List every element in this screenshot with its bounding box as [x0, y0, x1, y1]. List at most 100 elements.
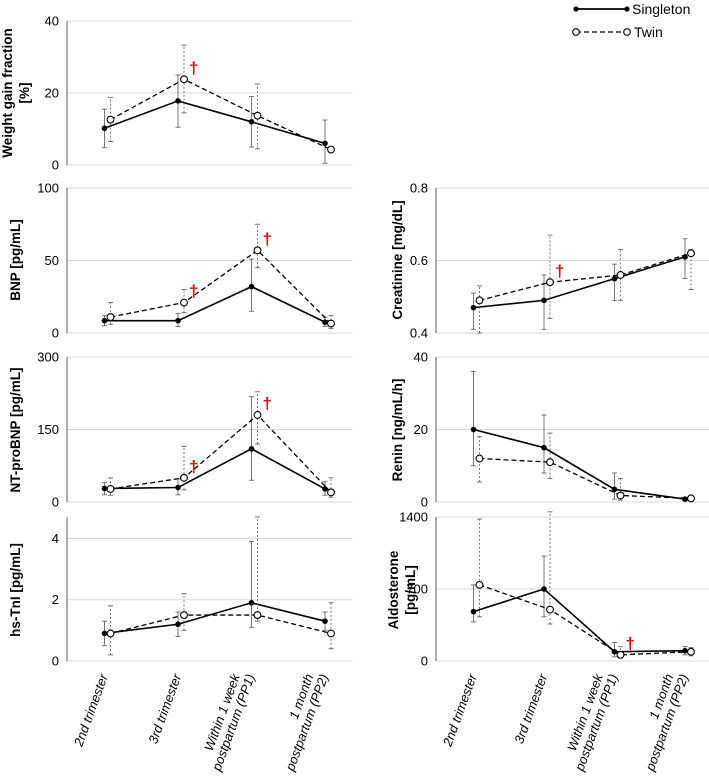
weight-gain-ytick-label: 20	[45, 86, 59, 101]
creatinine-singleton-line	[473, 256, 686, 309]
hs-tni-ytick-label: 0	[52, 654, 59, 669]
aldosterone-ytick-label: 1400	[399, 510, 428, 525]
renin-twin-point	[687, 494, 695, 503]
renin-singleton-point	[541, 444, 547, 451]
nt-probnp-singleton-line	[104, 447, 326, 490]
bnp-dagger: †	[263, 229, 272, 248]
aldosterone-twin-line	[479, 584, 692, 656]
creatinine-singleton-point	[541, 297, 547, 304]
hs-tni-singleton-point	[101, 630, 108, 637]
creatinine-twin-point	[687, 249, 695, 258]
x-category-label-right: 3rd trimester	[511, 671, 550, 745]
nt-probnp-twin-point	[106, 485, 115, 493]
creatinine-twin-line	[479, 252, 692, 302]
aldosterone-dagger: †	[626, 634, 635, 653]
panel-bnp: 0 50 100 BNP [pg/mL] † †	[8, 181, 353, 341]
hs-tni-twin-point	[327, 629, 335, 638]
bnp-twin-point	[106, 313, 115, 321]
renin-ytick-label: 20	[414, 422, 428, 437]
panel-nt-probnp: 0 150 300 NT-proBNP [pg/mL] † †	[8, 350, 353, 510]
aldosterone-singleton-point	[541, 586, 547, 592]
aldosterone-singleton-point	[470, 608, 477, 615]
bnp-twin-point	[327, 319, 335, 328]
bnp-ylabel: BNP [pg/mL]	[8, 219, 23, 301]
panel-creatinine: 0.4 0.6 0.8 Creatinine [mg/dL] †	[390, 181, 709, 341]
nt-probnp-ytick-label: 300	[37, 350, 59, 365]
creatinine-ytick-label: 0.4	[410, 326, 428, 341]
legend-singleton-marker-left	[573, 6, 579, 12]
hs-tni-twin-point	[180, 611, 188, 619]
creatinine-twin-point	[475, 296, 484, 305]
nt-probnp-ytick-label: 0	[52, 495, 59, 510]
x-category-label-left: 3rd trimester	[145, 671, 184, 745]
bnp-twin-point	[180, 298, 188, 307]
hs-tni-singleton-point	[248, 599, 255, 606]
bnp-singleton-point	[101, 317, 108, 324]
legend-singleton-marker-right	[624, 6, 630, 12]
nt-probnp-ytick-label: 150	[37, 422, 59, 437]
weight-gain-twin-point	[253, 111, 262, 120]
aldosterone-singleton-point	[682, 647, 688, 654]
nt-probnp-singleton-point	[175, 484, 181, 491]
aldosterone-twin-point	[616, 650, 625, 659]
legend-twin-label: Twin	[634, 24, 663, 40]
creatinine-ytick-label: 0.8	[410, 181, 428, 196]
renin-twin-point	[616, 491, 625, 500]
aldosterone-twin-point	[475, 580, 484, 589]
bnp-singleton-point	[322, 319, 328, 325]
aldosterone-ytick-label: 0	[421, 654, 428, 669]
x-category-label-left: 2nd trimester	[70, 671, 111, 749]
weight-gain-singleton-point	[322, 140, 328, 147]
aldosterone-twin-point	[687, 647, 695, 656]
hs-tni-twin-point	[253, 611, 262, 619]
weight-gain-singleton-line	[104, 100, 326, 145]
aldosterone-singleton-line	[473, 588, 686, 653]
renin-singleton-point	[611, 486, 618, 493]
renin-ytick-label: 0	[421, 495, 428, 510]
renin-twin-point	[546, 458, 554, 467]
renin-singleton-point	[682, 496, 688, 502]
renin-singleton-point	[470, 426, 477, 433]
hs-tni-twin-point	[106, 629, 115, 638]
renin-twin-line	[479, 457, 692, 500]
creatinine-singleton-point	[611, 275, 618, 282]
renin-singleton-line	[473, 428, 686, 500]
nt-probnp-singleton-point	[322, 486, 328, 492]
bnp-ytick-label: 100	[37, 181, 59, 196]
nt-probnp-singleton-point	[248, 446, 255, 452]
panel-aldosterone: 0 700 1400 Aldosterone [pg/mL] †	[386, 510, 709, 669]
nt-probnp-ylabel: NT-proBNP [pg/mL]	[8, 368, 23, 493]
hs-tni-singleton-point	[322, 618, 328, 624]
aldosterone-twin-point	[546, 605, 554, 614]
hs-tni-ytick-label: 2	[52, 592, 59, 607]
panel-renin: 0 20 40 Renin [ng/mL/h]	[390, 350, 709, 510]
creatinine-ylabel: Creatinine [mg/dL]	[390, 200, 405, 319]
renin-ytick-label: 40	[414, 350, 428, 365]
nt-probnp-twin-point	[253, 411, 262, 419]
hs-tni-ytick-label: 4	[52, 531, 59, 546]
aldosterone-ylabel: Aldosterone	[386, 550, 401, 629]
panel-weight-gain: 0 20 40 Weight gain fraction [%] †	[0, 14, 353, 173]
legend-twin-marker-left	[572, 28, 580, 36]
panel-hs-tni: 0 2 4 hs-TnI [pg/mL]	[8, 516, 353, 669]
weight-gain-twin-point	[327, 145, 335, 154]
creatinine-ytick-label: 0.6	[410, 253, 428, 268]
weight-gain-ylabel: [%]	[17, 83, 32, 104]
hs-tni-twin-line	[110, 614, 332, 635]
nt-probnp-twin-line	[110, 414, 332, 493]
hs-tni-singleton-line	[104, 601, 326, 635]
bnp-singleton-line	[104, 285, 326, 323]
creatinine-singleton-point	[470, 304, 477, 311]
nt-probnp-dagger: †	[189, 457, 198, 476]
nt-probnp-twin-point	[180, 473, 188, 482]
nt-probnp-dagger: †	[263, 394, 272, 413]
aldosterone-ytick-label: 700	[406, 582, 428, 597]
creatinine-twin-point	[616, 271, 625, 279]
weight-gain-ytick-label: 40	[45, 14, 59, 29]
weight-gain-twin-line	[110, 78, 332, 151]
hs-tni-ylabel: hs-TnI [pg/mL]	[8, 543, 23, 637]
weight-gain-ylabel: Weight gain fraction	[0, 28, 15, 158]
